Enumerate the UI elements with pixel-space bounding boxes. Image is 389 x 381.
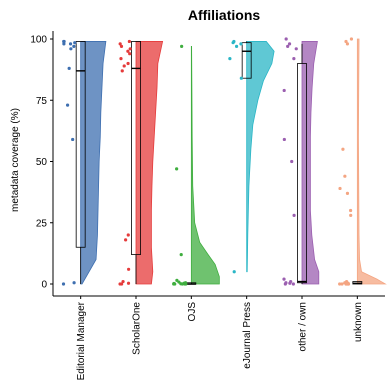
data-point [288, 281, 292, 285]
data-point [345, 282, 349, 286]
box-iqr [241, 42, 252, 79]
x-axis: Editorial Manager ScholarOne OJS eJournal P… [53, 295, 385, 380]
density-half-violin [356, 38, 387, 285]
x-tick-label: other / own [298, 302, 309, 351]
data-point [341, 147, 345, 151]
data-point [340, 282, 344, 286]
data-point [338, 282, 342, 286]
data-point [126, 61, 130, 66]
data-point [345, 42, 350, 46]
data-point [72, 44, 76, 48]
data-point [291, 282, 295, 286]
data-point [126, 281, 131, 285]
data-point [71, 137, 75, 142]
density-half-violin [80, 41, 107, 285]
box-iqr [297, 63, 307, 284]
data-point [292, 57, 296, 61]
data-point [232, 270, 236, 274]
data-point [343, 174, 347, 178]
box-iqr [131, 41, 141, 255]
density-half-violin [135, 41, 164, 285]
series-group [118, 39, 164, 286]
data-point [239, 76, 243, 80]
series-group [282, 37, 320, 286]
data-point [282, 277, 286, 281]
data-point [61, 282, 66, 286]
data-point [180, 282, 184, 286]
data-point [128, 52, 132, 56]
data-point [127, 267, 131, 271]
data-point [126, 233, 130, 237]
y-tick-label: 50 [36, 157, 48, 168]
x-tick-label: eJournal Press [242, 302, 253, 369]
series-group [61, 39, 107, 286]
data-point [338, 186, 342, 191]
y-axis-label: metadata coverage (%) [10, 108, 21, 212]
data-point [179, 253, 183, 257]
data-point [292, 213, 296, 217]
x-tick-label: ScholarOne [132, 302, 143, 355]
data-point [228, 57, 232, 61]
density-half-violin [246, 41, 275, 273]
data-point [118, 42, 122, 46]
density-half-violin [190, 45, 220, 285]
data-point [65, 103, 70, 107]
x-tick-label: OJS [187, 302, 198, 322]
y-tick-label: 100 [30, 35, 47, 46]
data-point [294, 47, 298, 51]
data-point [119, 57, 123, 61]
data-point [180, 44, 184, 48]
y-tick-label: 75 [36, 96, 48, 107]
series-group [338, 37, 387, 286]
density-half-violin [301, 41, 320, 285]
data-point [72, 281, 76, 285]
data-point [239, 42, 243, 46]
y-axis: 0 25 50 75 100 [30, 31, 54, 296]
data-point [287, 42, 292, 46]
series-group [228, 39, 275, 274]
data-point [69, 47, 73, 51]
data-point [124, 238, 128, 242]
data-point [345, 191, 350, 195]
data-point [120, 69, 124, 73]
data-point [119, 44, 124, 48]
data-point [127, 39, 131, 44]
data-point [284, 37, 288, 41]
data-point [231, 41, 235, 45]
data-point [62, 39, 66, 44]
plot-area [61, 37, 387, 286]
data-point [118, 282, 122, 286]
data-point [282, 137, 286, 142]
data-point [62, 42, 66, 46]
data-point [73, 41, 77, 45]
data-point [121, 279, 125, 284]
data-point [172, 282, 176, 286]
data-point [349, 208, 353, 213]
data-point [68, 42, 73, 46]
chart-title: Affiliations [188, 7, 261, 23]
x-tick-label: unknown [353, 302, 364, 342]
data-point [128, 47, 132, 51]
data-point [184, 282, 188, 286]
data-point [349, 37, 354, 41]
data-point [282, 88, 286, 93]
box-iqr [75, 41, 86, 248]
y-tick-label: 0 [41, 280, 47, 291]
data-point [290, 159, 294, 164]
data-point [349, 213, 353, 217]
y-tick-label: 25 [36, 218, 48, 229]
data-point [122, 64, 126, 68]
x-tick-label: Editorial Manager [76, 301, 87, 380]
data-point [126, 49, 130, 53]
data-point [234, 44, 239, 48]
data-point [175, 167, 179, 171]
data-point [67, 66, 71, 70]
data-point [344, 39, 348, 44]
series-group [172, 44, 220, 286]
data-point [283, 282, 287, 286]
data-point [286, 44, 290, 48]
